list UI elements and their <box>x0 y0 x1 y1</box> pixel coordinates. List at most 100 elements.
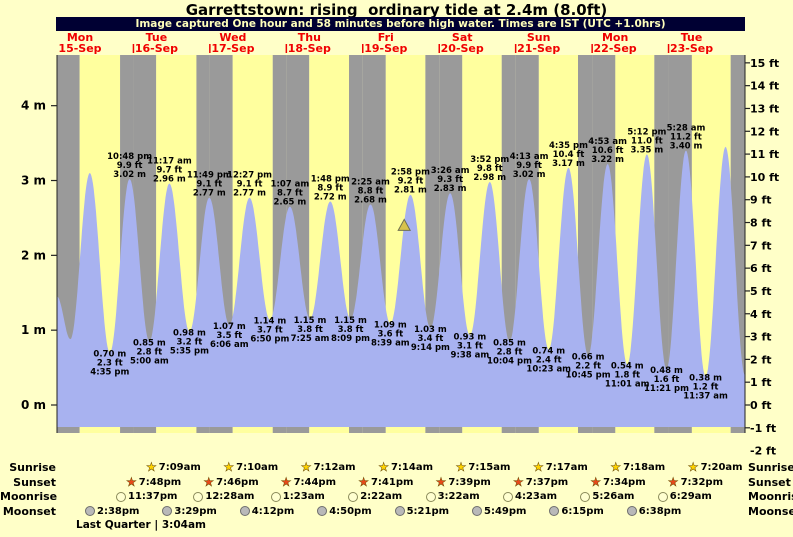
astro-row-label-left: Sunrise <box>9 461 56 474</box>
low-tide-label-time: 10:45 pm <box>566 371 611 381</box>
high-tide-label-ft: 9.1 ft <box>237 180 263 190</box>
low-tide-label-ft: 3.6 ft <box>377 329 403 339</box>
day-label-date: 17-Sep <box>211 42 254 55</box>
day-boundary-tick <box>285 44 288 53</box>
astro-time: 7:48pm <box>138 476 182 488</box>
high-tide-label-m: 3.02 m <box>513 170 546 180</box>
astro-time: 2:22am <box>360 491 403 502</box>
astro-time: 4:50pm <box>329 505 372 517</box>
astro-event: 6:29am <box>657 490 712 503</box>
right-axis-label: 13 ft <box>750 102 779 115</box>
high-tide-label-ft: 10.4 ft <box>553 150 585 160</box>
astro-time: 7:41pm <box>370 476 414 488</box>
moonset-icon <box>85 506 95 516</box>
astro-event: 6:38pm <box>626 505 681 518</box>
low-tide-label-time: 5:35 pm <box>170 347 209 357</box>
astro-time: 6:29am <box>669 491 712 502</box>
astro-event: 4:50pm <box>317 505 372 518</box>
right-axis-label: 8 ft <box>750 217 772 230</box>
left-axis-label: 0 m <box>21 398 46 412</box>
right-axis-label: 10 ft <box>750 171 779 184</box>
astro-time: 11:37pm <box>128 491 178 502</box>
high-tide-label-time: 11:17 am <box>147 157 192 167</box>
low-tide-label-ft: 3.2 ft <box>177 338 203 348</box>
high-tide-label-m: 2.65 m <box>274 198 307 208</box>
day-label-dow: Mon <box>602 31 628 44</box>
moonrise-icon <box>503 491 513 502</box>
high-tide-label-ft: 9.9 ft <box>117 161 143 171</box>
astro-time: 7:18am <box>623 462 666 473</box>
high-tide-label-ft: 8.8 ft <box>358 186 384 196</box>
low-tide-label-m: 0.85 m <box>493 338 526 348</box>
astro-event: ★ 7:09am <box>146 460 201 474</box>
low-tide-label-m: 1.07 m <box>213 322 246 332</box>
low-tide-label-ft: 2.4 ft <box>536 356 562 366</box>
high-tide-label-ft: 8.9 ft <box>317 183 343 193</box>
astro-time: 5:26am <box>592 491 635 502</box>
low-tide-label-ft: 3.8 ft <box>297 325 323 335</box>
left-axis-label: 4 m <box>21 99 46 113</box>
moonset-icon <box>394 506 405 516</box>
moon-phase-label: Last Quarter | 3:04am <box>76 519 206 531</box>
astro-event: 5:49pm <box>472 505 526 518</box>
low-tide-label-time: 8:09 pm <box>331 334 370 344</box>
high-tide-label-time: 3:52 pm <box>470 155 509 165</box>
astro-time: 7:44pm <box>293 476 337 488</box>
high-tide-label-m: 2.83 m <box>434 184 467 194</box>
high-tide-label-m: 2.81 m <box>394 186 427 196</box>
low-tide-label-m: 0.98 m <box>173 329 206 339</box>
sunset-icon: ★ <box>126 474 137 489</box>
low-tide-label-m: 0.38 m <box>689 374 722 384</box>
astro-event: ★ 7:34pm <box>590 475 645 489</box>
low-tide-label-m: 0.74 m <box>532 347 565 357</box>
high-tide-label-m: 3.35 m <box>630 145 663 155</box>
astro-event: 1:23am <box>270 490 325 503</box>
high-tide-label-m: 3.22 m <box>591 155 624 165</box>
astro-event: 3:29pm <box>162 505 217 518</box>
left-axis-label: 1 m <box>21 323 46 337</box>
astro-row-label-left: Moonrise <box>0 490 58 503</box>
right-axis-label: 2 ft <box>750 353 772 366</box>
right-axis-label: 7 ft <box>750 239 772 252</box>
moonrise-icon <box>116 491 126 502</box>
right-axis-label: 6 ft <box>750 262 772 275</box>
day-boundary-tick <box>209 44 211 53</box>
astro-event: ★ 7:44pm <box>281 475 337 489</box>
moonrise-icon <box>270 491 281 502</box>
sunrise-icon: ★ <box>146 460 157 474</box>
tide-chart: 10:48 pm9.9 ft3.02 m11:17 am9.7 ft2.96 m… <box>21 31 779 458</box>
day-label-date: 21-Sep <box>517 42 560 55</box>
day-label-dow: Sun <box>527 31 551 44</box>
high-tide-label-ft: 8.7 ft <box>277 189 303 199</box>
low-tide-label-time: 11:37 am <box>683 392 728 402</box>
low-tide-label-ft: 2.8 ft <box>497 347 523 357</box>
day-label-dow: Thu <box>298 31 321 44</box>
right-axis-label: 15 ft <box>750 57 779 70</box>
right-axis-label: 4 ft <box>750 308 772 321</box>
capture-caption-bar: Image captured One hour and 58 minutes b… <box>56 17 745 31</box>
day-boundary-tick <box>438 44 440 53</box>
low-tide-label-ft: 2.3 ft <box>97 359 123 369</box>
astro-time: 7:32pm <box>680 476 724 488</box>
astro-event: 2:22am <box>348 490 402 503</box>
low-tide-label-time: 4:35 pm <box>90 368 129 378</box>
low-tide-label-time: 11:01 am <box>605 380 650 390</box>
current-tide-marker <box>397 218 412 231</box>
day-label-dow: Fri <box>378 31 394 44</box>
high-tide-label-time: 3:26 am <box>431 166 470 176</box>
high-tide-label-ft: 9.9 ft <box>516 161 542 171</box>
astro-time: 7:46pm <box>216 476 259 488</box>
day-boundary-tick <box>591 44 593 53</box>
astro-event: ★ 7:17am <box>533 460 588 474</box>
astro-event: 4:12pm <box>239 505 294 518</box>
sunset-icon: ★ <box>358 474 369 489</box>
moonset-icon <box>239 506 250 516</box>
astro-row-label-right: Moonrise <box>748 490 793 503</box>
high-tide-label-m: 2.77 m <box>193 189 226 199</box>
astro-event: ★ 7:37pm <box>513 475 568 489</box>
high-tide-label-m: 2.96 m <box>153 175 186 185</box>
high-tide-label-time: 2:58 pm <box>391 168 430 178</box>
day-label-dow: Tue <box>146 31 168 44</box>
right-axis-label: 11 ft <box>750 148 779 161</box>
